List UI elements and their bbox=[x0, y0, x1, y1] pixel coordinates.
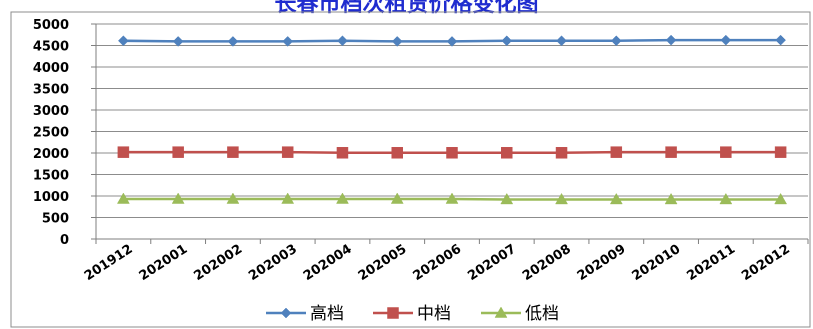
data-point-2 bbox=[226, 192, 240, 204]
chart-title: 长春市档次租赁价格变化图 bbox=[274, 0, 539, 17]
legend-label-2: 低档 bbox=[525, 304, 559, 324]
y-tick-label: 1000 bbox=[33, 190, 69, 205]
legend-marker-1 bbox=[387, 307, 399, 319]
data-point-2 bbox=[774, 192, 788, 205]
data-point-0 bbox=[391, 36, 403, 47]
y-tick-label: 2000 bbox=[33, 147, 69, 162]
data-point-1 bbox=[281, 146, 294, 158]
y-tick-label: 4000 bbox=[33, 61, 69, 76]
y-tick-label: 1500 bbox=[33, 169, 69, 184]
x-tick-label: 202002 bbox=[191, 242, 245, 284]
data-point-2 bbox=[719, 192, 733, 205]
data-point-0 bbox=[720, 34, 732, 46]
data-point-0 bbox=[610, 35, 622, 47]
x-tick-label: 201912 bbox=[82, 242, 136, 284]
data-point-2 bbox=[664, 192, 678, 205]
y-tick-label: 500 bbox=[42, 212, 69, 227]
x-tick-label: 202004 bbox=[301, 242, 355, 284]
x-tick-label: 202010 bbox=[630, 242, 684, 284]
data-point-1 bbox=[172, 146, 184, 158]
data-point-0 bbox=[775, 34, 786, 46]
data-point-1 bbox=[555, 147, 568, 159]
data-point-1 bbox=[117, 146, 130, 158]
data-point-0 bbox=[665, 34, 677, 46]
y-tick-label: 2500 bbox=[33, 126, 69, 141]
data-point-1 bbox=[501, 147, 513, 159]
data-point-0 bbox=[118, 35, 129, 47]
x-tick-label: 202007 bbox=[465, 242, 519, 284]
data-point-2 bbox=[609, 192, 623, 205]
y-tick-label: 5000 bbox=[33, 18, 69, 33]
data-point-2 bbox=[390, 192, 404, 204]
data-point-2 bbox=[116, 192, 130, 204]
data-point-0 bbox=[172, 36, 184, 47]
data-point-0 bbox=[227, 36, 239, 47]
x-tick-label: 202001 bbox=[137, 242, 191, 284]
data-point-1 bbox=[227, 146, 239, 158]
data-point-1 bbox=[391, 147, 403, 159]
data-point-1 bbox=[720, 146, 732, 158]
data-point-2 bbox=[445, 192, 459, 204]
legend-marker-0 bbox=[280, 307, 292, 319]
x-tick-label: 202003 bbox=[246, 242, 300, 284]
legend-label-1: 中档 bbox=[417, 304, 451, 324]
x-tick-label: 202011 bbox=[684, 242, 738, 284]
x-tick-label: 202006 bbox=[410, 242, 464, 284]
x-tick-label: 202005 bbox=[356, 242, 410, 284]
data-point-1 bbox=[446, 147, 458, 159]
data-point-2 bbox=[500, 192, 514, 205]
legend-label-0: 高档 bbox=[310, 304, 344, 324]
y-tick-label: 0 bbox=[60, 233, 69, 248]
data-point-0 bbox=[501, 35, 513, 47]
data-point-2 bbox=[555, 192, 568, 205]
data-point-1 bbox=[336, 147, 349, 159]
x-tick-label: 202009 bbox=[575, 242, 629, 284]
y-tick-label: 3000 bbox=[33, 104, 69, 119]
chart-border bbox=[10, 11, 811, 328]
data-point-1 bbox=[610, 146, 623, 158]
x-tick-label: 202008 bbox=[520, 242, 574, 284]
y-tick-label: 4500 bbox=[33, 40, 69, 55]
data-point-1 bbox=[665, 146, 677, 158]
data-point-1 bbox=[774, 146, 787, 158]
data-point-0 bbox=[337, 35, 348, 47]
legend-marker-2 bbox=[494, 306, 508, 318]
data-point-2 bbox=[171, 192, 185, 204]
data-point-0 bbox=[556, 35, 567, 47]
data-point-0 bbox=[446, 36, 458, 47]
data-point-2 bbox=[281, 192, 295, 204]
x-tick-label: 202012 bbox=[739, 242, 793, 284]
data-point-0 bbox=[282, 36, 294, 47]
data-point-2 bbox=[336, 192, 349, 204]
y-tick-label: 3500 bbox=[33, 83, 69, 98]
